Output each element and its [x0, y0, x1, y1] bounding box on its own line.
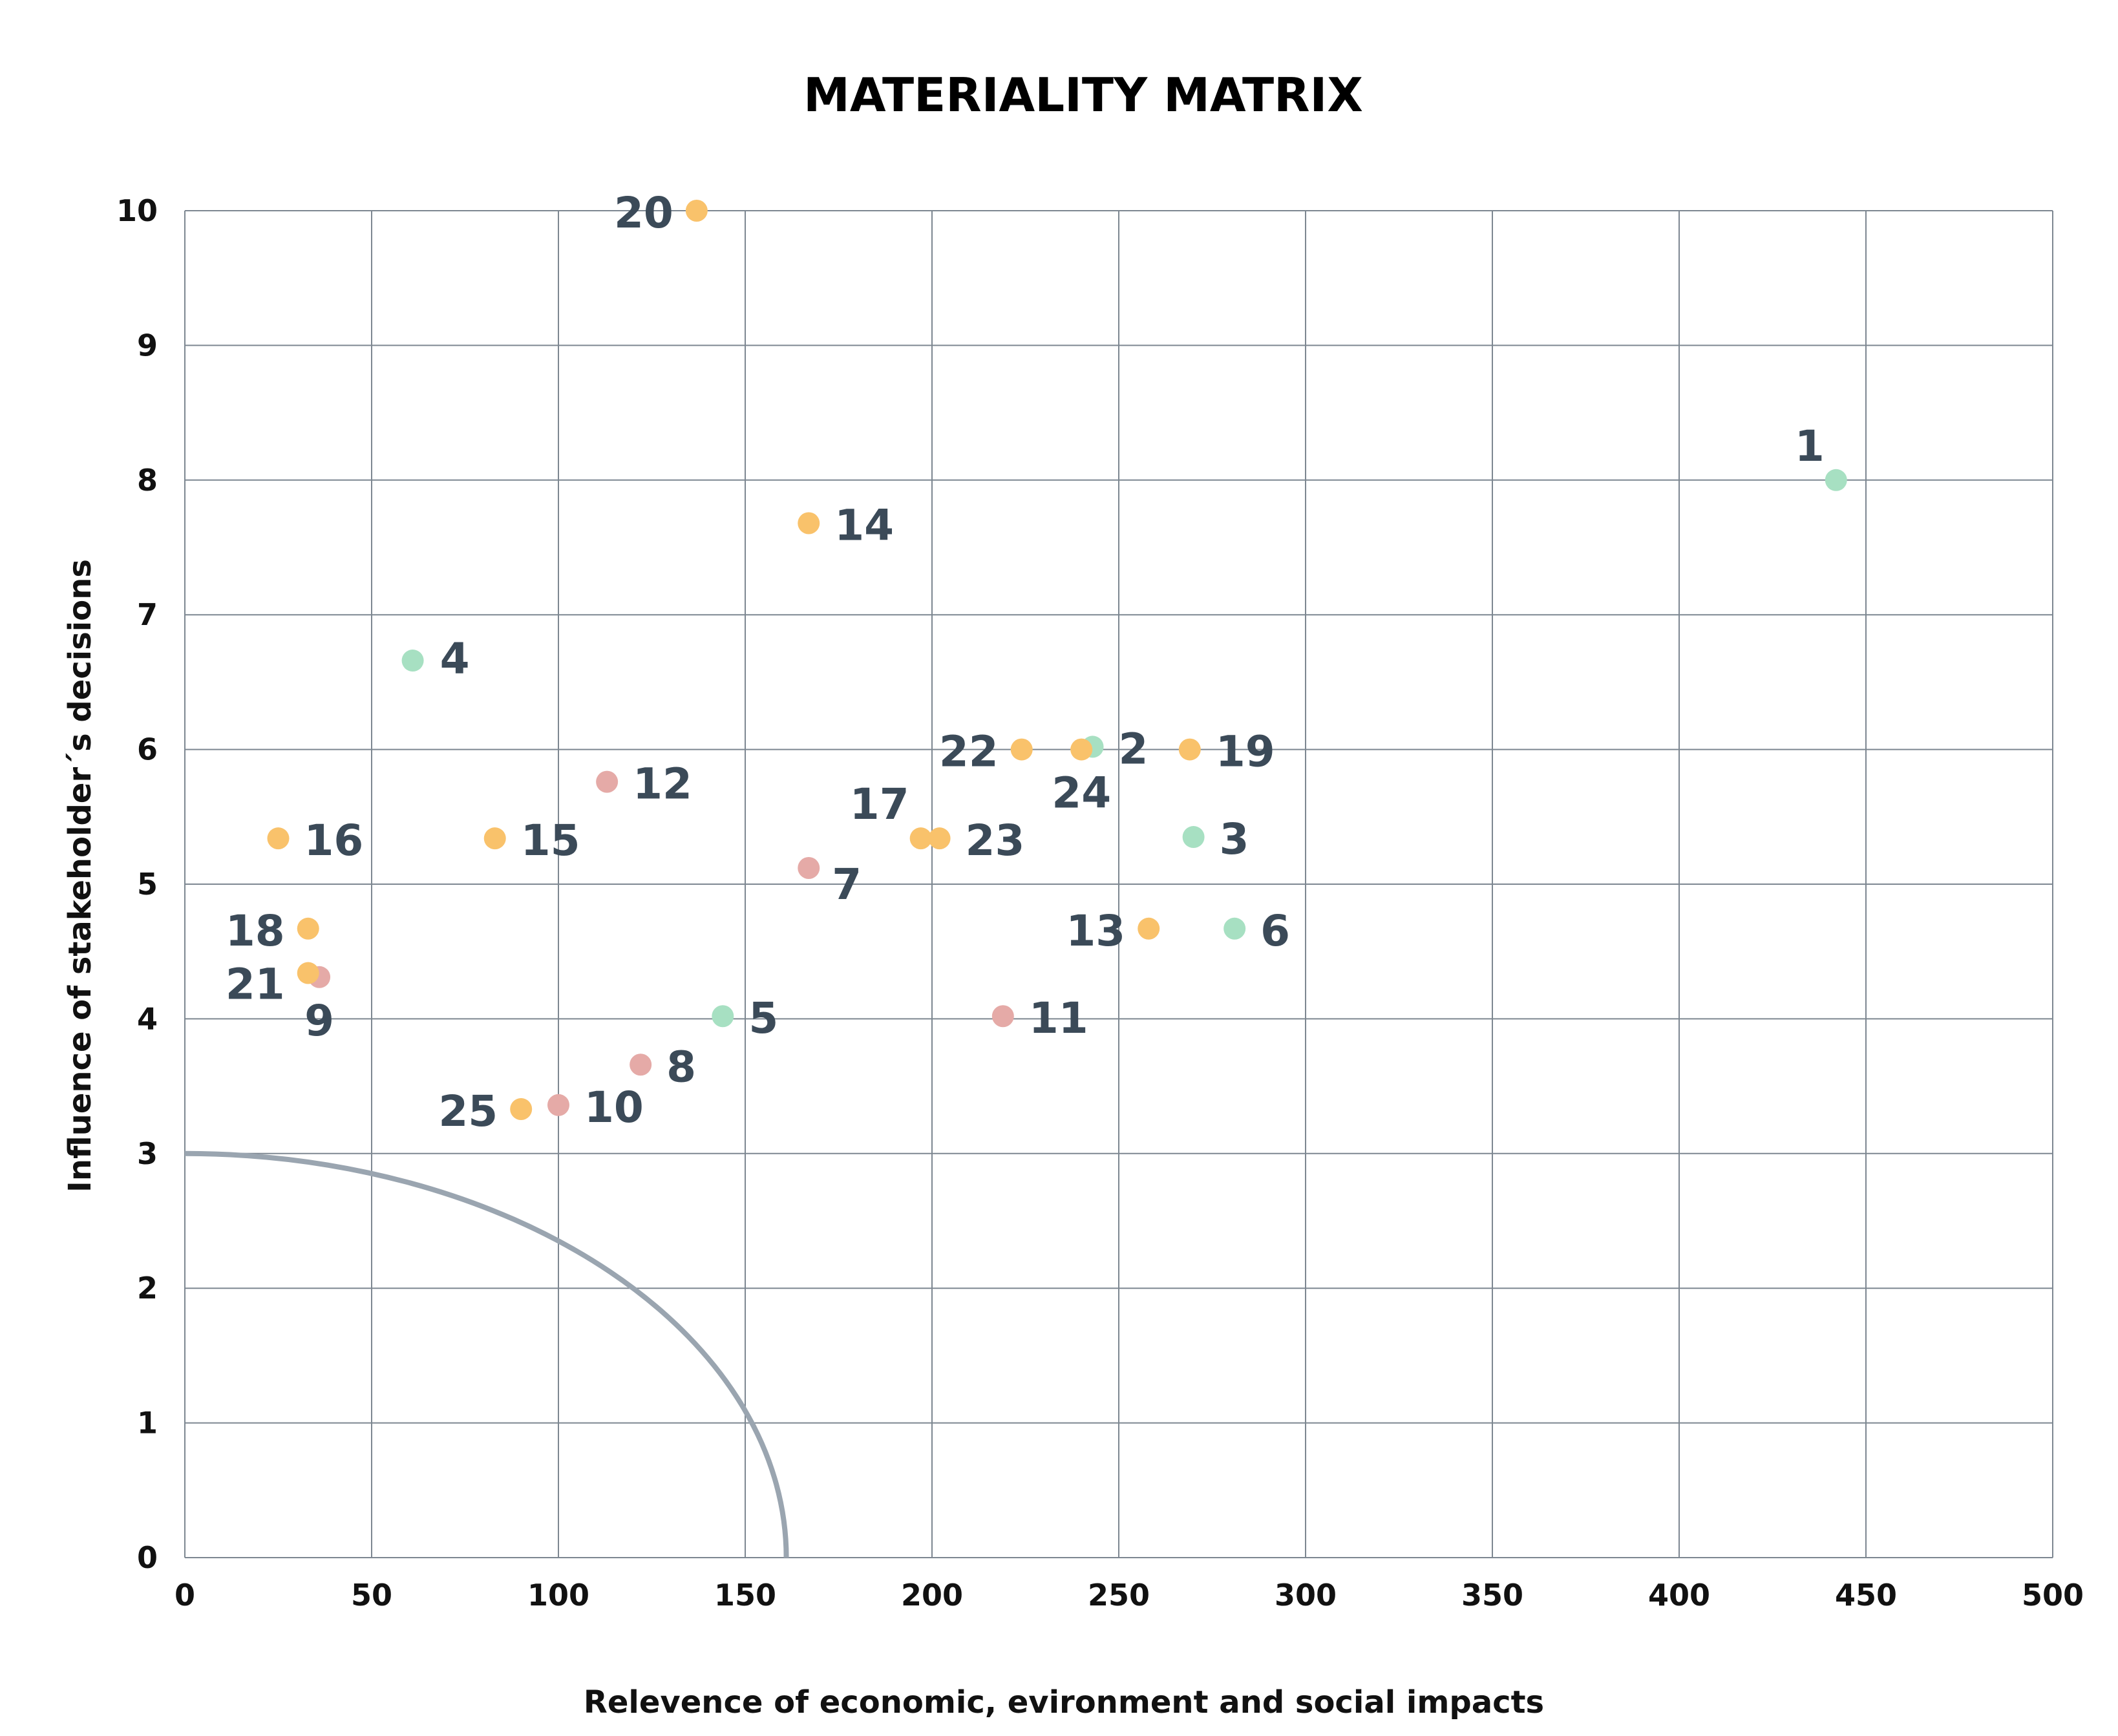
data-point [401, 650, 424, 672]
y-tick-label: 0 [137, 1540, 158, 1575]
data-point [909, 827, 932, 850]
y-tick-label: 3 [137, 1136, 158, 1171]
data-point-labels: 1234567891011121314151617181920212223242… [226, 188, 1825, 1136]
data-point-label: 23 [966, 816, 1025, 865]
data-point-label: 21 [226, 960, 285, 1010]
x-tick-label: 350 [1461, 1578, 1523, 1613]
data-point [991, 1005, 1014, 1028]
data-point-label: 18 [226, 906, 285, 956]
data-point-label: 11 [1029, 993, 1088, 1043]
data-point [798, 856, 820, 879]
x-tick-label: 200 [901, 1578, 963, 1613]
data-point-label: 14 [834, 500, 894, 550]
y-tick-label: 9 [137, 328, 158, 363]
data-point-label: 24 [1052, 768, 1111, 818]
data-point-label: 2 [1119, 724, 1149, 774]
data-point [1138, 917, 1160, 940]
threshold-curve [184, 1150, 789, 1558]
data-point [483, 827, 506, 850]
x-tick-label: 150 [714, 1578, 776, 1613]
data-point [630, 1053, 652, 1076]
data-point [928, 827, 951, 850]
data-point-label: 15 [521, 816, 580, 865]
x-tick-label: 100 [527, 1578, 589, 1613]
data-point-label: 8 [666, 1042, 696, 1092]
data-point-label: 20 [614, 188, 673, 238]
data-point [712, 1005, 734, 1028]
x-tick-label: 50 [351, 1578, 392, 1613]
x-tick-label: 300 [1275, 1578, 1337, 1613]
data-point [1223, 917, 1246, 940]
x-axis-label: Relevence of economic, evironment and so… [584, 1684, 1544, 1720]
x-tick-label: 250 [1088, 1578, 1150, 1613]
data-point [596, 770, 619, 793]
data-point-label: 5 [748, 993, 778, 1043]
data-point-label: 19 [1216, 727, 1275, 777]
data-point-label: 7 [832, 860, 862, 909]
data-point-label: 10 [584, 1083, 644, 1132]
x-tick-label: 400 [1648, 1578, 1710, 1613]
data-point [798, 512, 820, 535]
data-point-label: 17 [850, 779, 909, 829]
data-point-label: 12 [633, 759, 692, 809]
threshold-curve-layer [184, 1150, 789, 1558]
data-point-label: 9 [304, 996, 334, 1046]
y-tick-label: 7 [137, 597, 158, 632]
y-tick-label: 4 [137, 1001, 158, 1036]
data-point [685, 200, 708, 222]
data-point [1825, 469, 1847, 491]
axis-ticks: 0 50 100 150 200 250 300 350 400 450 5000123456789… [116, 193, 2084, 1613]
y-tick-label: 1 [137, 1406, 158, 1441]
data-point [1182, 826, 1205, 849]
data-point [297, 962, 319, 984]
data-point-label: 22 [939, 727, 999, 777]
data-point-label: 25 [438, 1086, 498, 1136]
y-tick-label: 6 [137, 732, 158, 767]
data-point-label: 3 [1220, 814, 1249, 864]
x-tick-label: 500 [2022, 1578, 2084, 1613]
data-points [267, 200, 1847, 1121]
data-point [297, 917, 319, 940]
data-point [1178, 738, 1201, 761]
data-point-label: 4 [440, 634, 470, 684]
data-point [1070, 738, 1093, 761]
grid [184, 210, 2053, 1558]
x-tick-label: 450 [1835, 1578, 1897, 1613]
data-point [547, 1094, 569, 1116]
data-point-label: 16 [304, 816, 364, 865]
y-tick-label: 2 [137, 1271, 158, 1306]
y-axis-label: Influence of stakeholder´s decisions [62, 559, 98, 1192]
x-tick-label: 0 [175, 1578, 195, 1613]
chart-title: MATERIALITY MATRIX [803, 68, 1363, 122]
data-point [267, 827, 290, 850]
data-point [510, 1098, 533, 1121]
data-point [1010, 738, 1033, 761]
data-point-label: 13 [1066, 906, 1125, 956]
y-tick-label: 8 [137, 463, 158, 498]
data-point-label: 1 [1795, 421, 1825, 471]
y-tick-label: 10 [116, 193, 158, 228]
y-tick-label: 5 [137, 867, 158, 902]
data-point-label: 6 [1260, 906, 1290, 956]
